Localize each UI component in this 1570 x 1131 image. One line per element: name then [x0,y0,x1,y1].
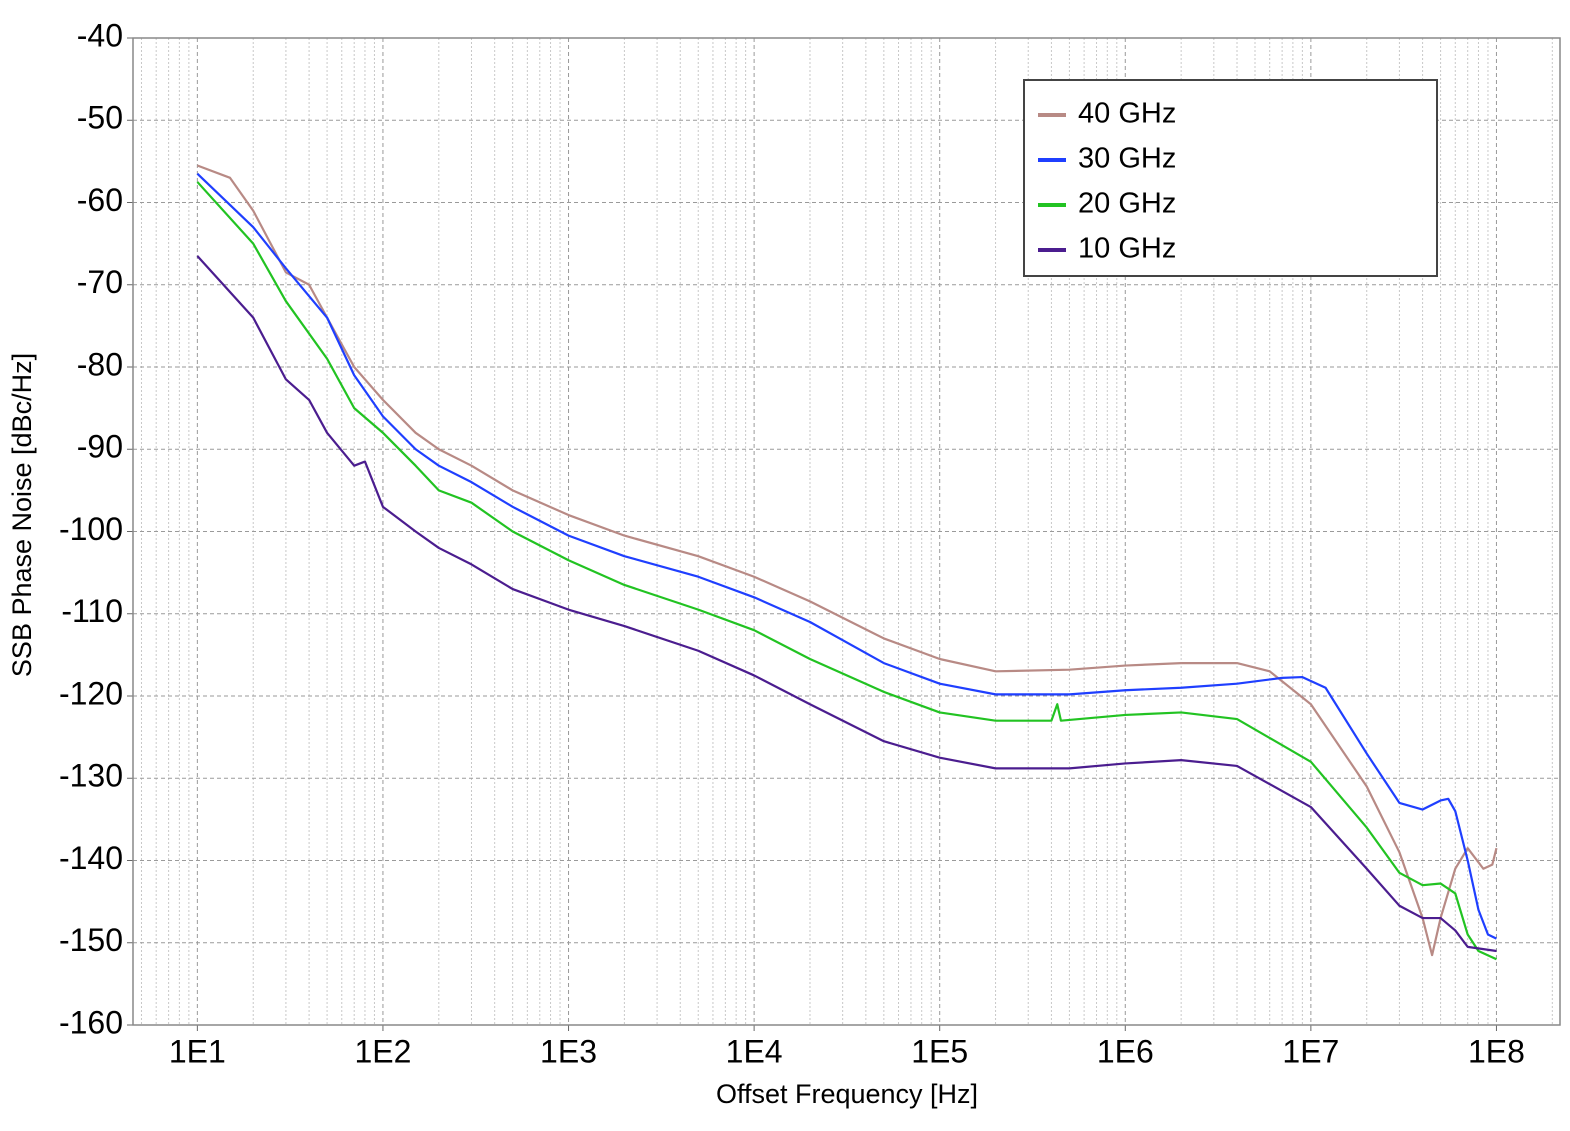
y-tick-label: -110 [61,593,123,629]
series-line [196,181,1497,961]
series-line [196,172,1497,940]
legend: 40 GHz 30 GHz 20 GHz 10 GHz [1023,79,1438,277]
x-tick-label: 1E1 [169,1033,226,1069]
y-tick-label: -60 [77,182,123,218]
y-tick-label: -70 [77,264,123,300]
x-tick-label: 1E3 [540,1033,597,1069]
y-tick-label: -140 [59,840,123,876]
x-tick-label: 1E6 [1097,1033,1154,1069]
x-tick-label: 1E4 [726,1033,783,1069]
plot-frame [132,37,1561,1026]
y-tick-label: -160 [59,1004,123,1040]
y-tick-label: -120 [59,675,123,711]
series-line [196,255,1497,953]
legend-label: 30 GHz [1078,143,1176,175]
x-axis-title: Offset Frequency [Hz] [716,1079,978,1109]
x-tick-label: 1E2 [354,1033,411,1069]
legend-box [1023,79,1438,277]
y-tick-label: -100 [59,511,123,547]
x-tick-label: 1E5 [911,1033,968,1069]
y-tick-label: -150 [59,922,123,958]
x-tick-label: 1E7 [1282,1033,1339,1069]
legend-label: 10 GHz [1078,233,1176,265]
y-tick-label: -90 [77,429,123,465]
y-tick-label: -130 [59,758,123,794]
legend-label: 40 GHz [1078,98,1176,130]
y-tick-label: -80 [77,346,123,382]
legend-label: 20 GHz [1078,188,1176,220]
y-axis-title: SSB Phase Noise [dBc/Hz] [7,353,37,677]
y-tick-label: -40 [77,17,123,53]
x-tick-label: 1E8 [1468,1033,1525,1069]
y-tick-label: -50 [77,100,123,136]
series-line [196,164,1498,957]
